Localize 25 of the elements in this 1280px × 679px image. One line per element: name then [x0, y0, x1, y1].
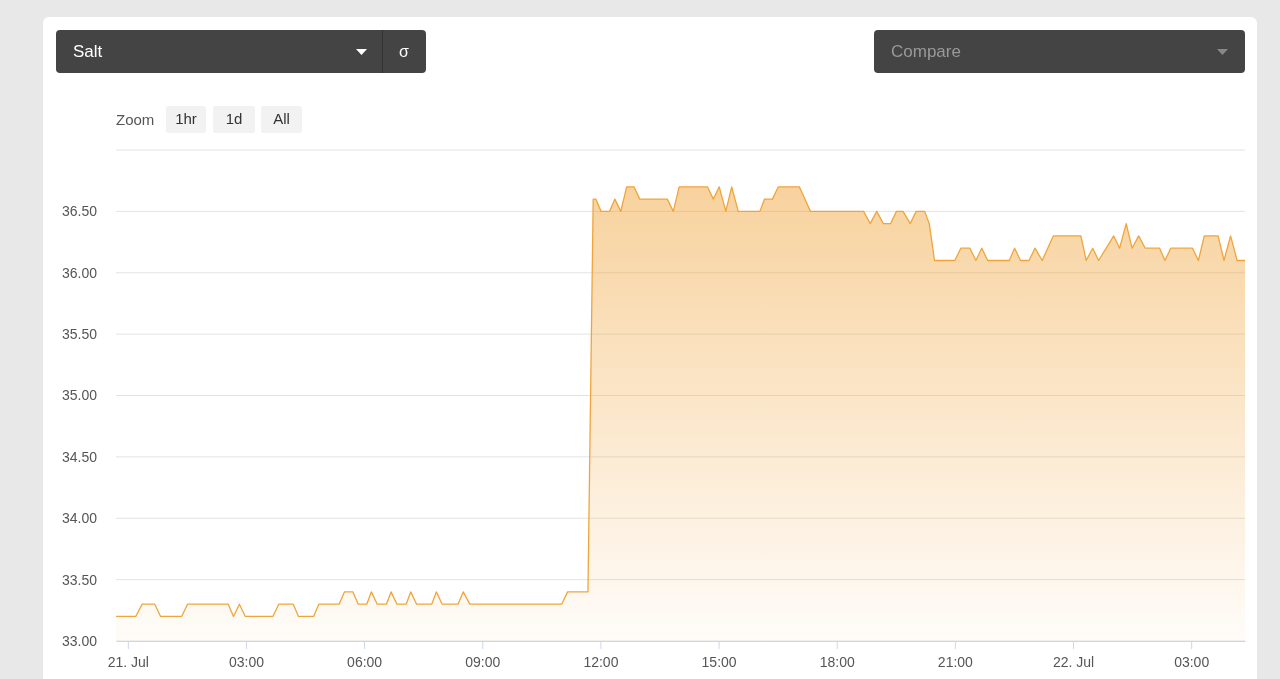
- x-tick-label: 15:00: [701, 654, 737, 671]
- chart-title: Salt: [73, 42, 103, 61]
- y-tick-label: 33.00: [61, 632, 98, 649]
- text: Zoom: [116, 111, 155, 128]
- x-tick-label: 12:00: [583, 654, 619, 671]
- y-tick-label: 36.00: [61, 264, 98, 281]
- y-tick-label: 36.50: [61, 203, 98, 220]
- zoom-button: 1d: [213, 106, 255, 133]
- zoom-button: 1hr: [166, 106, 206, 133]
- x-tick-label: 06:00: [347, 654, 383, 671]
- x-tick-label: 22. Jul: [1052, 654, 1095, 671]
- compare-dropdown: Compare: [874, 30, 1245, 73]
- x-tick-label: 03:00: [228, 654, 265, 671]
- y-tick-label: 34.50: [61, 448, 98, 465]
- y-tick-label: 35.50: [61, 326, 98, 343]
- x-tick-label: 21:00: [937, 654, 974, 671]
- x-tick-label: 18:00: [819, 654, 855, 671]
- y-tick-label: 33.50: [61, 571, 98, 588]
- y-tick-label: 35.00: [61, 387, 98, 404]
- x-tick-label: 21. Jul: [107, 654, 149, 671]
- y-tick-label: 34.00: [61, 510, 98, 527]
- zoom-button: All: [261, 106, 302, 133]
- x-tick-label: 03:00: [1174, 654, 1210, 671]
- variable-dropdown: Salt σ: [56, 29, 426, 74]
- x-tick-label: 09:00: [465, 654, 501, 671]
